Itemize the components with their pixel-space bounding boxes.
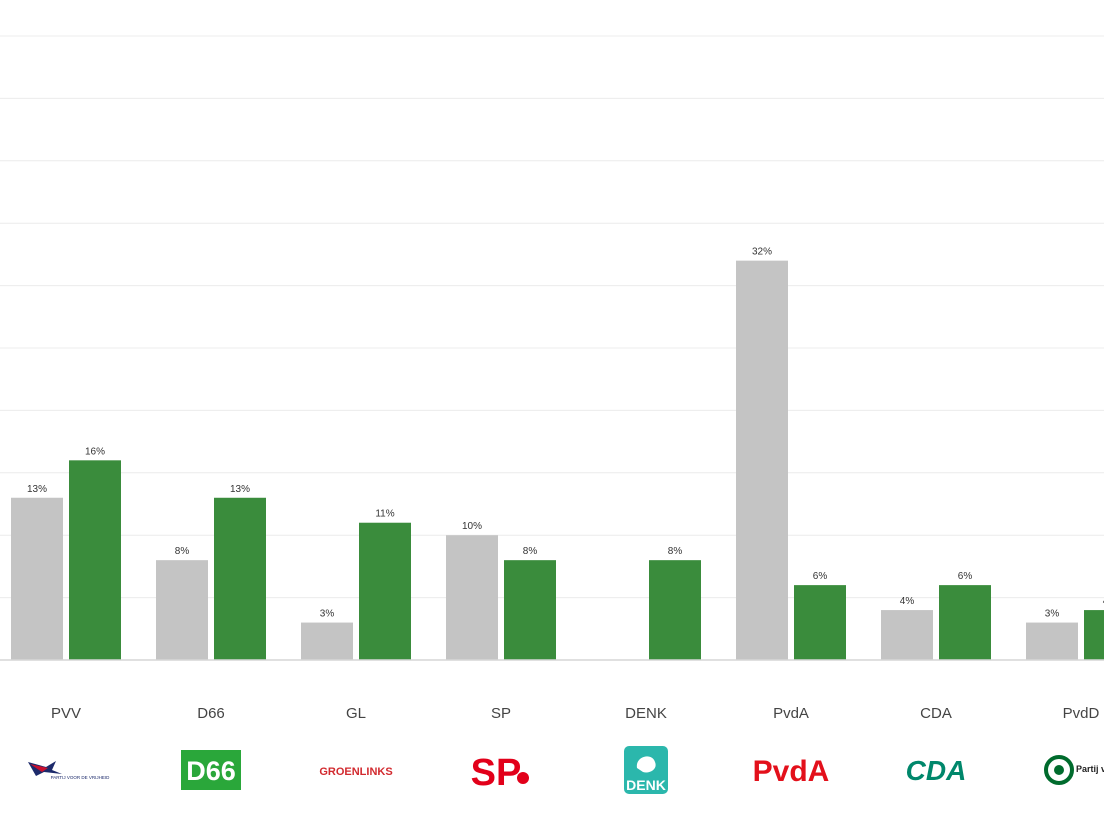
denk-logo-icon	[636, 756, 656, 773]
bar-pvv-series-1	[11, 497, 63, 660]
denk-logo: DENK	[624, 746, 668, 794]
category-labels: PVV D66 GL SP DENK PvdA CDA PvdD	[51, 705, 1100, 722]
value-label: 32%	[752, 247, 772, 258]
bar-pvdd-series-1	[1026, 622, 1078, 660]
gridlines	[0, 35, 1104, 599]
bar-gl-series-1	[301, 622, 353, 660]
value-label: 4%	[1103, 596, 1104, 607]
pvdd-logo-text: Partij voor de Dieren	[1076, 764, 1104, 774]
value-label: 6%	[958, 571, 973, 582]
bar-pvv-series-2	[69, 460, 121, 660]
value-label: 6%	[813, 571, 828, 582]
value-label: 8%	[523, 546, 538, 557]
bar-cda-series-2	[939, 585, 991, 660]
pvv-logo-text: PARTIJ VOOR DE VRIJHEID	[51, 775, 111, 780]
value-label: 8%	[668, 546, 683, 557]
category-label: PVV	[51, 705, 81, 722]
pvda-logo-text: PvdA	[753, 755, 830, 788]
value-label: 13%	[230, 484, 250, 495]
value-label: 10%	[462, 521, 482, 532]
d66-logo-text: D66	[186, 756, 236, 786]
value-label: 3%	[1045, 609, 1060, 620]
bar-sp-series-1	[446, 535, 498, 660]
sp-tomato-icon	[517, 772, 529, 784]
bars	[11, 260, 1104, 660]
bar-d66-series-2	[214, 497, 266, 660]
category-label: PvdA	[773, 705, 809, 722]
value-label: 16%	[85, 446, 105, 457]
bar-cda-series-1	[881, 610, 933, 660]
bar-d66-series-1	[156, 560, 208, 660]
category-label: D66	[197, 705, 225, 722]
cda-logo: CDA	[906, 755, 967, 786]
category-label: PvdD	[1063, 705, 1100, 722]
category-label: GL	[346, 705, 366, 722]
cda-logo-text: CDA	[906, 755, 967, 786]
pvv-logo: PARTIJ VOOR DE VRIJHEID	[28, 761, 110, 780]
value-label: 3%	[320, 609, 335, 620]
d66-logo: D66	[181, 750, 241, 790]
bar-gl-series-2	[359, 522, 411, 660]
bar-denk-series-2	[649, 560, 701, 660]
sp-logo: SP	[471, 752, 529, 794]
gl-logo-text: GROENLINKS	[319, 766, 392, 778]
value-label: 11%	[375, 509, 394, 520]
value-label: 13%	[27, 484, 47, 495]
bar-sp-series-2	[504, 560, 556, 660]
pvdd-logo-icon	[1044, 755, 1074, 785]
bar-pvda-series-2	[794, 585, 846, 660]
value-labels: 13% 16% 8% 13% 3% 11% 10% 8% 8% 32% 6% 4% 6% 3% 4%	[27, 247, 1104, 620]
pvdd-logo: Partij voor de Dieren	[1044, 755, 1104, 785]
value-label: 8%	[175, 546, 190, 557]
bar-pvdd-series-2	[1084, 610, 1104, 660]
gl-logo: GROENLINKS	[319, 766, 392, 778]
pvv-logo-icon	[28, 761, 62, 776]
pvda-logo: PvdA	[753, 755, 830, 788]
denk-logo-text: DENK	[626, 777, 666, 793]
category-label: SP	[491, 705, 511, 722]
sp-logo-text: SP	[471, 752, 522, 794]
category-label: DENK	[625, 705, 667, 722]
category-label: CDA	[920, 705, 952, 722]
value-label: 4%	[900, 596, 915, 607]
bar-pvda-series-1	[736, 260, 788, 660]
